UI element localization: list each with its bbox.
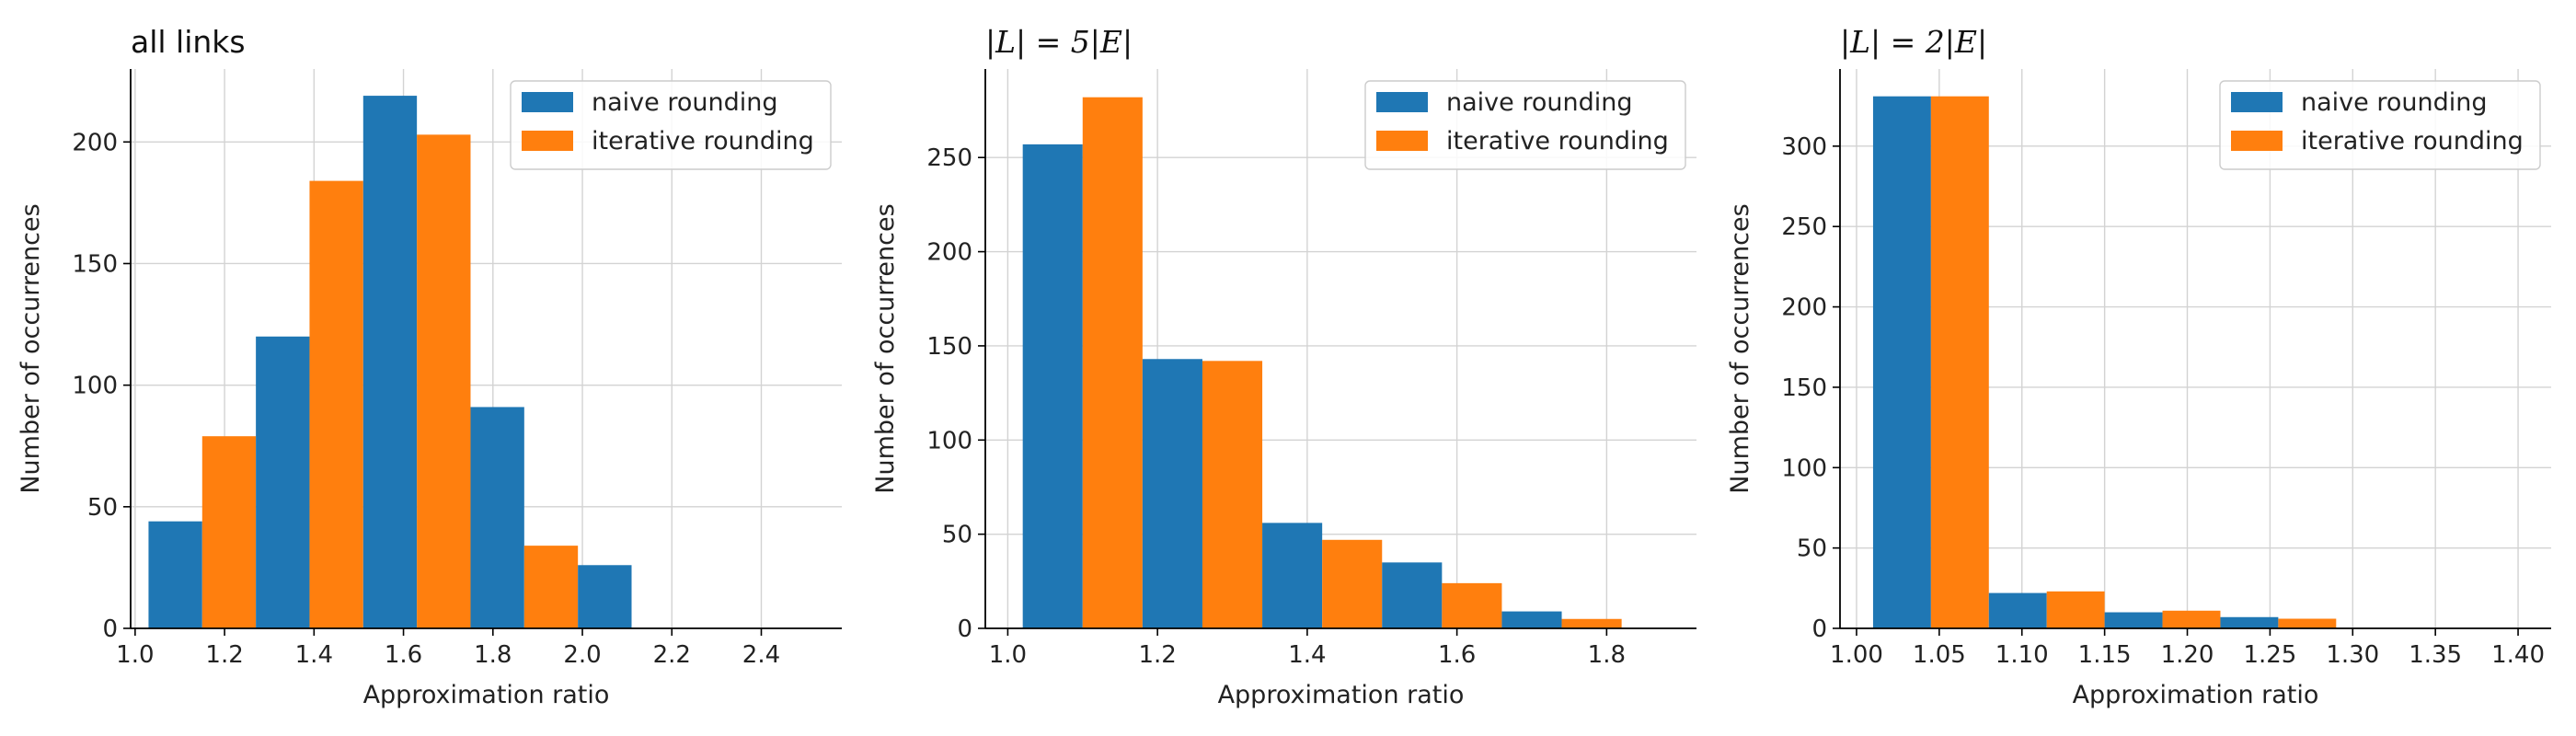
y-tick-label: 50 [87, 494, 118, 522]
y-axis-title: Number of occurrences [1726, 203, 1754, 493]
x-tick-label: 1.15 [2078, 641, 2132, 669]
y-tick-label: 150 [926, 333, 972, 361]
iterative-rounding-bar [1442, 582, 1502, 628]
y-tick-label: 100 [72, 373, 118, 400]
naive-rounding-bar [2220, 616, 2279, 628]
x-tick-label: 1.4 [295, 641, 333, 669]
y-tick-label: 250 [926, 144, 972, 172]
naive-rounding-bar [1382, 562, 1443, 628]
iterative-rounding-bar [2162, 610, 2221, 628]
x-tick-label: 2.2 [653, 641, 691, 669]
iterative-rounding-bar [523, 546, 579, 628]
x-tick-label: 1.25 [2243, 641, 2296, 669]
iterative-rounding-bar [1561, 618, 1622, 628]
y-tick-label: 150 [72, 250, 118, 278]
x-tick-label: 1.40 [2491, 641, 2545, 669]
panel-title: |L| = 2|E| [1840, 24, 1987, 60]
x-tick-label: 1.0 [116, 641, 154, 669]
naive-rounding-bar [1022, 144, 1083, 629]
y-tick-label: 100 [1781, 454, 1827, 482]
iterative-rounding-bar [1930, 96, 1989, 628]
y-tick-label: 200 [72, 129, 118, 156]
naive-rounding-bar [1501, 611, 1562, 628]
legend-label: naive rounding [592, 88, 777, 117]
x-axis-title: Approximation ratio [1218, 681, 1465, 709]
iterative-rounding-bar [2046, 591, 2105, 628]
legend: naive rounding iterative rounding [510, 80, 832, 170]
naive-rounding-bar [1988, 592, 2047, 628]
iterative-rounding-bar [309, 180, 363, 628]
x-tick-label: 1.2 [1138, 641, 1176, 669]
y-tick-label: 200 [926, 239, 972, 267]
x-tick-label: 1.8 [474, 641, 512, 669]
legend-swatch [1376, 131, 1428, 151]
panel-title: |L| = 5|E| [985, 24, 1133, 60]
chart-panel-1: 1.0 1.2 1.4 1.6 1.8 2.0 2.2 2.4 0 50 100 150 200 Appr… [17, 24, 842, 709]
x-tick-label: 1.00 [1830, 641, 1883, 669]
naive-rounding-bar [256, 336, 310, 628]
x-tick-label: 1.05 [1913, 641, 1966, 669]
legend: naive rounding iterative rounding [1364, 80, 1686, 170]
x-tick-label: 1.6 [385, 641, 422, 669]
legend-label: naive rounding [1446, 88, 1632, 117]
iterative-rounding-bar [1082, 97, 1143, 628]
legend-label: iterative rounding [2301, 127, 2524, 155]
legend-swatch [2231, 92, 2283, 112]
y-tick-label: 0 [102, 615, 118, 643]
y-tick-label: 50 [1797, 535, 1827, 563]
legend-frame [1364, 80, 1686, 170]
naive-rounding-bar [1872, 96, 1931, 628]
y-tick-label: 200 [1781, 294, 1827, 322]
naive-rounding-bar [578, 565, 632, 628]
y-tick-label: 250 [1781, 213, 1827, 241]
x-tick-label: 1.8 [1588, 641, 1626, 669]
legend-label: naive rounding [2301, 88, 2487, 117]
panel-title: all links [131, 24, 246, 60]
naive-rounding-bar [1142, 359, 1202, 628]
y-axis-title: Number of occurrences [871, 203, 900, 493]
legend-swatch [522, 92, 573, 112]
y-tick-label: 150 [1781, 374, 1827, 402]
x-axis-title: Approximation ratio [2073, 681, 2319, 709]
x-tick-label: 2.0 [563, 641, 601, 669]
x-tick-label: 1.20 [2161, 641, 2214, 669]
iterative-rounding-bar [1202, 361, 1263, 628]
y-tick-label: 0 [1811, 615, 1827, 643]
x-tick-label: 1.2 [205, 641, 243, 669]
y-tick-label: 100 [926, 427, 972, 454]
iterative-rounding-bar [201, 436, 257, 628]
legend-swatch [2231, 131, 2283, 151]
x-tick-label: 1.6 [1438, 641, 1476, 669]
naive-rounding-bar [362, 96, 418, 629]
x-tick-label: 1.4 [1288, 641, 1326, 669]
x-axis-title: Approximation ratio [363, 681, 610, 709]
y-axis-title: Number of occurrences [17, 203, 45, 493]
x-tick-label: 1.0 [989, 641, 1027, 669]
naive-rounding-bar [148, 521, 202, 628]
x-tick-label: 1.10 [1995, 641, 2049, 669]
iterative-rounding-bar [1322, 539, 1383, 628]
chart-panel-3: 1.00 1.05 1.10 1.15 1.20 1.25 1.30 1.35 1.40 0 50 1… [1726, 24, 2551, 709]
legend: naive rounding iterative rounding [2219, 80, 2541, 170]
iterative-rounding-bar [417, 134, 471, 629]
y-tick-label: 50 [942, 522, 972, 549]
naive-rounding-bar [2104, 612, 2163, 628]
naive-rounding-bar [470, 407, 524, 628]
y-tick-label: 0 [957, 615, 972, 643]
legend-label: iterative rounding [592, 127, 814, 155]
legend-label: iterative rounding [1446, 127, 1669, 155]
x-tick-label: 1.35 [2409, 641, 2462, 669]
x-tick-label: 1.30 [2326, 641, 2379, 669]
naive-rounding-bar [1262, 523, 1323, 628]
legend-swatch [1376, 92, 1428, 112]
iterative-rounding-bar [2278, 618, 2337, 628]
y-tick-label: 300 [1781, 133, 1827, 161]
legend-frame [510, 80, 832, 170]
chart-panel-2: 1.0 1.2 1.4 1.6 1.8 0 50 100 150 200 250 Approximat… [871, 24, 1696, 709]
x-tick-label: 2.4 [742, 641, 780, 669]
legend-frame [2219, 80, 2541, 170]
legend-swatch [522, 131, 573, 151]
